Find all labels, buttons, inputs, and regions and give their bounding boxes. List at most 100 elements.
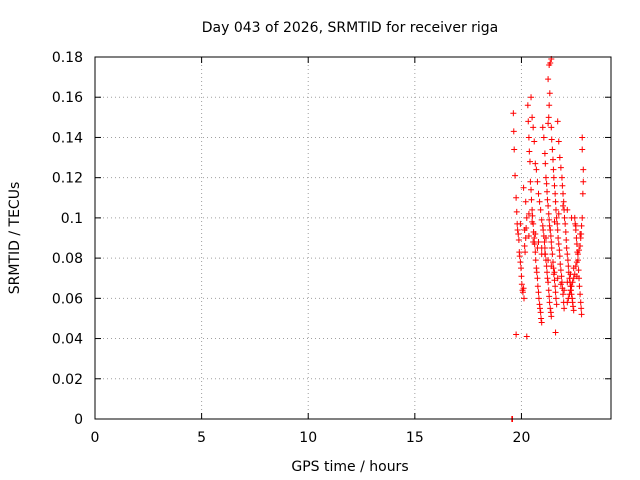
data-point (518, 273, 525, 280)
data-point (531, 138, 538, 145)
data-point (534, 275, 541, 282)
data-point (553, 214, 560, 221)
y-tick-label: 0.12 (52, 171, 83, 187)
data-point (565, 295, 572, 302)
data-point (558, 174, 565, 181)
data-point (536, 198, 543, 205)
data-point (538, 315, 545, 322)
data-point (525, 210, 532, 217)
data-point (538, 216, 545, 223)
data-point (545, 120, 552, 127)
tick-labels: 0 0.02 0.04 0.06 0.08 0.1 0.12 0.14 0.16 0.18 0 5 10… (52, 50, 531, 446)
data-point (542, 235, 549, 241)
data-point (549, 146, 556, 153)
data-point (564, 257, 571, 264)
data-point (541, 239, 548, 246)
data-point (529, 212, 536, 219)
data-point (580, 166, 587, 173)
data-point (539, 124, 546, 131)
data-point (541, 150, 548, 157)
data-point (562, 220, 569, 227)
data-point (536, 305, 543, 312)
data-point (542, 174, 549, 181)
data-point (579, 134, 586, 141)
data-point (577, 291, 584, 298)
y-tick-label: 0.18 (52, 50, 83, 66)
data-point (546, 102, 553, 109)
data-point (514, 226, 521, 233)
data-point (546, 90, 553, 97)
x-tick-label: 15 (406, 430, 424, 446)
data-point (548, 263, 555, 270)
data-point (555, 210, 562, 217)
data-point (545, 202, 552, 209)
data-point (545, 76, 552, 83)
data-point (527, 178, 534, 185)
data-point (529, 114, 536, 121)
data-points (508, 56, 587, 422)
data-point (563, 237, 570, 244)
y-tick-label: 0.1 (61, 211, 83, 227)
data-point (521, 295, 528, 302)
data-point (545, 257, 552, 264)
x-axis-label: GPS time / hours (291, 459, 408, 475)
data-point (562, 228, 569, 235)
data-point (522, 249, 529, 256)
y-tick-label: 0.16 (52, 90, 83, 106)
data-point (550, 156, 557, 163)
data-point (561, 214, 568, 221)
x-tick-label: 20 (513, 430, 531, 446)
data-point (522, 198, 529, 205)
data-point (580, 178, 587, 185)
data-point (543, 180, 550, 187)
data-point (547, 226, 554, 233)
data-point (550, 259, 557, 266)
data-point (557, 164, 564, 171)
data-point (533, 269, 540, 276)
data-point (545, 210, 552, 217)
data-point (577, 243, 584, 250)
data-point (569, 279, 576, 286)
data-point (579, 146, 586, 153)
data-point (552, 289, 559, 296)
data-point (561, 305, 568, 312)
data-point (546, 222, 553, 229)
data-point (577, 235, 584, 241)
data-point (548, 245, 555, 252)
data-point (521, 226, 528, 233)
data-point (525, 118, 532, 125)
data-point (579, 214, 586, 221)
data-point (534, 283, 541, 290)
data-point (544, 275, 551, 282)
data-point (550, 166, 557, 173)
data-point (545, 287, 552, 294)
data-point (528, 196, 535, 203)
data-point (551, 182, 558, 189)
data-point (531, 235, 538, 241)
data-point (532, 249, 539, 256)
data-point (551, 218, 558, 225)
data-point (578, 305, 585, 312)
data-point (551, 269, 558, 276)
data-point (542, 160, 549, 167)
data-point (510, 110, 517, 117)
x-tick-label: 0 (91, 430, 100, 446)
data-point (574, 251, 581, 258)
data-point (557, 261, 564, 268)
data-point (538, 319, 545, 326)
data-point (540, 134, 547, 141)
data-point (519, 289, 526, 296)
y-tick-label: 0.06 (52, 291, 83, 307)
data-point (561, 287, 568, 294)
data-point (547, 305, 554, 312)
data-point (523, 333, 530, 340)
data-point (516, 253, 523, 260)
data-point (548, 239, 555, 246)
data-point (568, 214, 575, 221)
data-point (573, 241, 580, 248)
data-point (544, 188, 551, 195)
data-point (535, 239, 542, 246)
data-point (579, 190, 586, 197)
data-point (525, 134, 532, 141)
